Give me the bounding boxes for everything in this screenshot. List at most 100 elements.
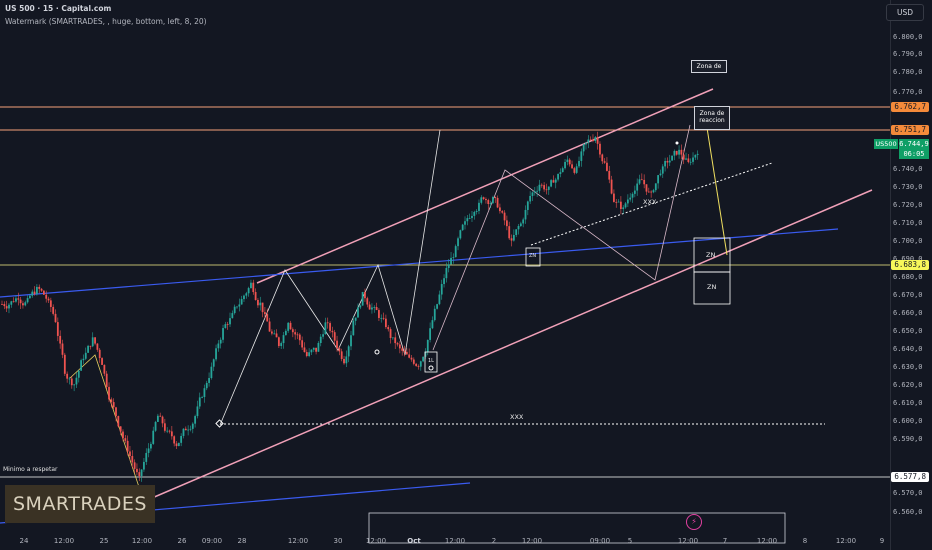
candle-body bbox=[84, 352, 87, 359]
minimum-label: Minimo a respetar bbox=[3, 466, 58, 473]
candle-body bbox=[422, 356, 425, 362]
candle-body bbox=[298, 334, 301, 341]
candle-body bbox=[275, 333, 278, 338]
candle-body bbox=[261, 302, 264, 313]
candle-body bbox=[685, 158, 687, 160]
price-tick: 6.790,0 bbox=[893, 50, 923, 58]
candle-body bbox=[405, 351, 408, 355]
candle-body bbox=[633, 190, 636, 194]
candle-body bbox=[98, 349, 101, 359]
price-axis[interactable] bbox=[890, 0, 932, 550]
candle-body bbox=[108, 386, 110, 400]
small-marker-box[interactable] bbox=[424, 351, 438, 373]
candle-body bbox=[436, 304, 438, 309]
candle-body bbox=[182, 428, 185, 436]
candle-body bbox=[678, 149, 680, 155]
time-tick: 8 bbox=[802, 537, 808, 545]
time-tick: 26 bbox=[177, 537, 187, 545]
candle-body bbox=[373, 307, 376, 308]
candle-body bbox=[150, 443, 152, 449]
candle-body bbox=[645, 184, 648, 192]
candle-body bbox=[631, 193, 634, 198]
price-tick: 6.710,0 bbox=[893, 219, 923, 227]
candle-body bbox=[329, 323, 331, 331]
candle-body bbox=[410, 357, 413, 360]
candle-body bbox=[289, 322, 292, 330]
candle-body bbox=[692, 157, 694, 162]
candle-body bbox=[12, 301, 15, 303]
time-tick: 12:00 bbox=[365, 537, 387, 545]
candle-body bbox=[564, 161, 566, 169]
zona-de-label[interactable]: Zona de bbox=[691, 60, 727, 73]
candle-body bbox=[143, 461, 145, 470]
candle-body bbox=[208, 378, 210, 383]
candle-body bbox=[196, 406, 199, 417]
candle-body bbox=[310, 349, 313, 353]
candle-body bbox=[529, 195, 532, 202]
currency-button[interactable]: USD bbox=[886, 4, 924, 21]
candle-body bbox=[473, 211, 476, 216]
channel-lower[interactable] bbox=[151, 189, 873, 499]
candle-body bbox=[236, 306, 238, 308]
time-tick: 09:00 bbox=[201, 537, 223, 545]
candle-body bbox=[368, 304, 371, 310]
candle-body bbox=[573, 168, 576, 173]
candle-body bbox=[657, 175, 660, 184]
candle-body bbox=[492, 197, 494, 204]
channel-upper[interactable] bbox=[256, 88, 714, 284]
candle-body bbox=[189, 428, 192, 430]
candle-body bbox=[382, 317, 385, 319]
candle-body bbox=[606, 162, 608, 171]
bar-countdown: 06:05 bbox=[903, 150, 925, 158]
candle-body bbox=[87, 345, 89, 353]
price-tag-orange-top: 6.762,7 bbox=[891, 102, 929, 112]
candle-body bbox=[3, 304, 6, 307]
candle-body bbox=[364, 292, 366, 299]
candle-body bbox=[70, 378, 73, 386]
zn-box-small[interactable] bbox=[525, 247, 541, 267]
candle-body bbox=[201, 397, 203, 398]
candle-body bbox=[471, 215, 473, 219]
candle-body bbox=[80, 360, 83, 371]
zona-reaccion-label[interactable]: Zona de reaccion bbox=[694, 106, 730, 130]
candle-body bbox=[343, 358, 345, 364]
candle-body bbox=[417, 365, 420, 367]
candle-body bbox=[301, 340, 304, 348]
time-tick: 2 bbox=[491, 537, 497, 545]
lightning-icon[interactable]: ⚡ bbox=[686, 514, 702, 530]
candle-body bbox=[308, 352, 311, 357]
price-tick: 6.570,0 bbox=[893, 489, 923, 497]
candle-body bbox=[52, 306, 55, 314]
candle-body bbox=[666, 160, 669, 163]
watermark-indicator-label[interactable]: Watermark (SMARTRADES, , huge, bottom, l… bbox=[5, 17, 207, 26]
candle-body bbox=[233, 306, 236, 314]
candle-body bbox=[219, 339, 222, 344]
candle-body bbox=[133, 462, 136, 469]
candle-body bbox=[371, 307, 373, 310]
candle-body bbox=[403, 350, 406, 352]
dotted-trend[interactable] bbox=[530, 162, 773, 246]
candle-body bbox=[485, 199, 487, 201]
time-tick: Oct bbox=[407, 537, 421, 545]
zn-box-lower[interactable] bbox=[693, 271, 731, 305]
time-tick: 12:00 bbox=[521, 537, 543, 545]
candle-body bbox=[145, 452, 148, 462]
candle-body bbox=[478, 202, 480, 212]
candle-body bbox=[36, 286, 38, 295]
candle-body bbox=[91, 337, 94, 347]
price-tick: 6.630,0 bbox=[893, 363, 923, 371]
current-price: 6.744,9 bbox=[899, 140, 929, 148]
price-tick: 6.770,0 bbox=[893, 88, 923, 96]
candle-body bbox=[126, 440, 129, 452]
candle-body bbox=[694, 154, 697, 158]
candle-body bbox=[352, 320, 355, 336]
candle-body bbox=[454, 246, 457, 258]
candle-body bbox=[61, 343, 64, 355]
symbol-title[interactable]: US 500 · 15 · Capital.com bbox=[5, 4, 112, 13]
candle-body bbox=[519, 223, 522, 227]
candle-body bbox=[438, 294, 441, 305]
zn-label-1: ZN bbox=[706, 251, 716, 259]
candle-body bbox=[42, 290, 45, 295]
price-tick: 6.600,0 bbox=[893, 417, 923, 425]
